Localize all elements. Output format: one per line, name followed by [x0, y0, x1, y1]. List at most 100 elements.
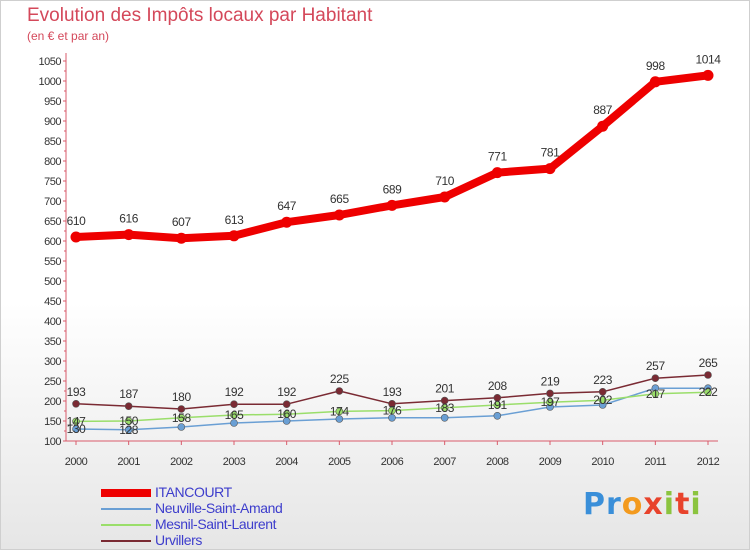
- axes: 100 150 200 250 300 350 400 450 500 550 600 650 700 7…: [39, 53, 720, 468]
- data-point: [651, 389, 660, 398]
- data-point: [333, 209, 345, 221]
- data-label: 128: [119, 423, 139, 437]
- y-tick-label: 900: [44, 116, 61, 128]
- x-tick-label: 2000: [65, 456, 88, 468]
- data-point: [177, 405, 186, 413]
- data-point: [386, 199, 398, 211]
- logo-letter: i: [690, 487, 702, 522]
- data-label: 616: [119, 212, 139, 226]
- data-label: 689: [383, 182, 403, 196]
- data-label: 217: [646, 387, 666, 401]
- logo-letter: x: [643, 487, 664, 522]
- y-tick-label: 150: [44, 416, 61, 428]
- y-tick-label: 750: [44, 176, 61, 188]
- data-point: [282, 410, 291, 419]
- data-label: 193: [67, 385, 87, 399]
- data-point: [124, 402, 133, 411]
- data-label: 610: [67, 214, 87, 228]
- data-label: 187: [119, 387, 139, 401]
- data-label: 202: [593, 393, 613, 407]
- x-tick-label: 2005: [328, 456, 351, 468]
- data-point: [230, 411, 238, 419]
- data-label: 665: [330, 192, 350, 206]
- logo-letter: o: [621, 487, 644, 522]
- y-tick-label: 950: [44, 96, 61, 108]
- y-tick-label: 800: [44, 156, 61, 168]
- x-tick-label: 2001: [117, 456, 140, 468]
- x-tick-label: 2009: [539, 456, 562, 468]
- data-label: 1014: [695, 52, 721, 66]
- data-label: 147: [67, 414, 87, 428]
- data-point: [649, 76, 661, 88]
- x-tick-label: 2012: [697, 456, 720, 468]
- x-tick-label: 2003: [223, 456, 246, 468]
- data-point: [702, 69, 714, 81]
- data-label: 165: [225, 408, 245, 422]
- data-label: 887: [593, 103, 613, 117]
- y-tick-label: 300: [44, 356, 61, 368]
- y-tick-label: 400: [44, 316, 61, 328]
- data-label: 222: [699, 385, 719, 399]
- x-tick-label: 2002: [170, 456, 193, 468]
- data-point: [651, 374, 660, 383]
- data-label: 710: [435, 174, 455, 188]
- data-point: [388, 399, 396, 408]
- x-tick-label: 2011: [645, 456, 667, 468]
- data-label: 223: [593, 373, 613, 387]
- y-tick-label: 1050: [39, 56, 62, 68]
- data-label: 176: [383, 404, 403, 418]
- data-label: 130: [67, 422, 87, 436]
- data-label: 193: [383, 385, 403, 399]
- data-label: 265: [699, 356, 719, 370]
- data-point: [704, 388, 712, 397]
- y-tick-label: 550: [44, 256, 61, 268]
- series-line-itancourt: [72, 71, 712, 243]
- data-point: [72, 399, 80, 408]
- data-label: 192: [225, 385, 245, 399]
- proxiti-logo: Proxiti: [583, 487, 702, 522]
- data-point: [704, 371, 712, 379]
- data-label: 158: [172, 411, 192, 425]
- data-point: [177, 413, 186, 422]
- y-tick-label: 200: [44, 396, 61, 408]
- x-tick-label: 2004: [275, 456, 298, 468]
- y-tick-label: 700: [44, 196, 61, 208]
- logo-letter: i: [663, 487, 676, 522]
- line-chart: 100 150 200 250 300 350 400 450 500 550 600 650 700 7…: [39, 52, 722, 468]
- data-point: [598, 387, 607, 396]
- y-tick-label: 1000: [39, 76, 62, 88]
- data-label: 607: [172, 215, 192, 229]
- data-point: [546, 398, 554, 407]
- legend-swatch: [101, 540, 151, 542]
- data-point: [597, 120, 609, 132]
- data-labels-layer: 610 616 607 613 647 665 689 710 771 781 887 998 1014…: [67, 52, 722, 436]
- data-point: [72, 417, 80, 426]
- x-tick-label: 2006: [381, 456, 404, 468]
- chart-subtitle: (en € et par an): [27, 29, 110, 43]
- legend-swatch: [101, 489, 151, 497]
- data-point: [124, 425, 133, 434]
- data-label: 225: [330, 372, 350, 386]
- logo-letter: P: [583, 487, 606, 522]
- data-label: 180: [172, 390, 192, 404]
- y-tick-label: 500: [44, 276, 61, 288]
- y-tick-label: 450: [44, 296, 61, 308]
- data-point: [491, 167, 503, 179]
- chart-title: Evolution des Impôts locaux par Habitant: [27, 5, 373, 26]
- logo-letter: r: [606, 487, 622, 522]
- data-label: 613: [225, 213, 245, 227]
- data-point: [175, 232, 187, 244]
- legend-label: Neuville-Saint-Amand: [155, 500, 283, 516]
- data-label: 174: [330, 404, 350, 418]
- data-label: 201: [435, 382, 455, 396]
- data-label: 781: [541, 146, 561, 160]
- y-tick-label: 250: [44, 376, 61, 388]
- data-point: [440, 413, 449, 422]
- y-tick-label: 600: [44, 236, 61, 248]
- data-point: [493, 411, 502, 420]
- data-point: [598, 396, 607, 405]
- data-point: [72, 425, 80, 433]
- legend-label: Mesnil-Saint-Laurent: [155, 516, 277, 532]
- data-point: [439, 191, 451, 203]
